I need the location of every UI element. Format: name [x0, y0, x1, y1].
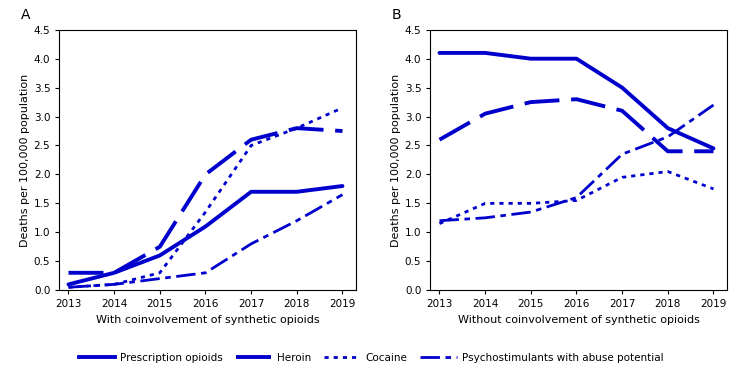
- Text: A: A: [21, 8, 30, 22]
- Legend: Prescription opioids, Heroin, Cocaine, Psychostimulants with abuse potential: Prescription opioids, Heroin, Cocaine, P…: [74, 349, 668, 367]
- Y-axis label: Deaths per 100,000 population: Deaths per 100,000 population: [390, 73, 401, 247]
- Text: B: B: [392, 8, 401, 22]
- Y-axis label: Deaths per 100,000 population: Deaths per 100,000 population: [19, 73, 30, 247]
- X-axis label: Without coinvolvement of synthetic opioids: Without coinvolvement of synthetic opioi…: [458, 315, 700, 325]
- X-axis label: With coinvolvement of synthetic opioids: With coinvolvement of synthetic opioids: [96, 315, 320, 325]
